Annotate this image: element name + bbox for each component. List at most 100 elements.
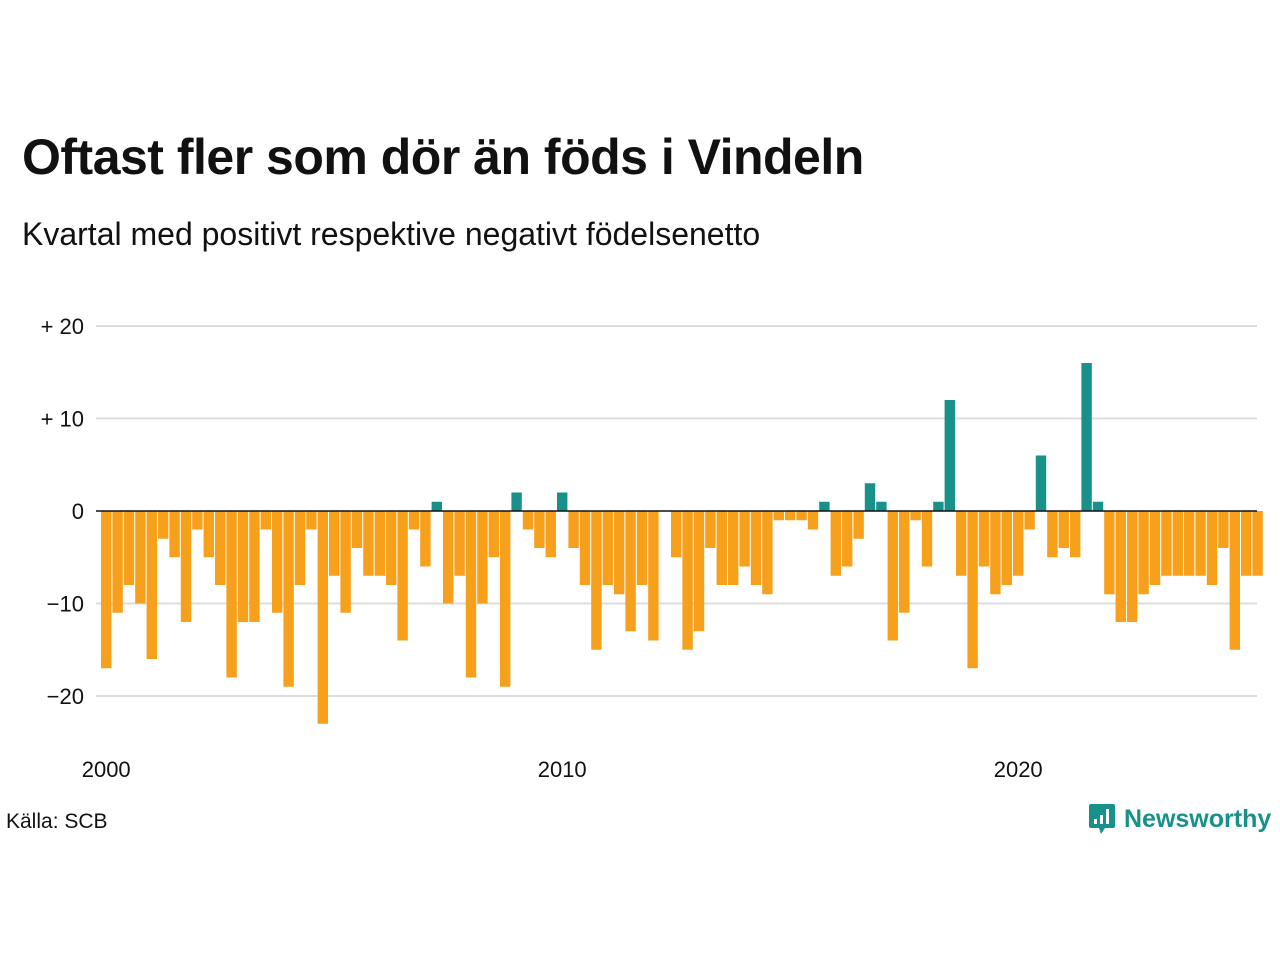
y-axis-ticks: + 20 + 10 0 −10 −20: [41, 314, 84, 709]
newsworthy-logo-icon: [1089, 804, 1115, 834]
bar-negative: [192, 511, 203, 530]
bar-negative: [625, 511, 636, 632]
source-note: Källa: SCB: [6, 810, 108, 833]
bar-negative: [408, 511, 420, 530]
bar-negative: [443, 511, 454, 604]
bar-negative: [180, 511, 192, 622]
bar-negative: [237, 511, 249, 622]
bar-negative: [488, 511, 499, 558]
bar-negative: [762, 511, 773, 595]
bar-positive: [819, 501, 830, 511]
bar-negative: [329, 511, 340, 576]
bar-negative: [465, 511, 477, 678]
bar-negative: [1172, 511, 1183, 576]
bar-negative: [522, 511, 534, 530]
bar-negative: [317, 511, 328, 724]
bar-negative: [842, 511, 853, 567]
bar-negative: [591, 511, 602, 650]
y-tick-label: −10: [47, 592, 84, 617]
bar-negative: [351, 511, 363, 548]
gridlines: [96, 325, 1257, 697]
bar-negative: [226, 511, 237, 678]
bar-negative: [853, 511, 864, 539]
bar-negative: [978, 511, 990, 567]
bar-negative: [910, 511, 921, 521]
bar-negative: [796, 511, 807, 521]
x-tick-label: 2000: [82, 757, 131, 782]
bar-negative: [830, 511, 841, 576]
bar-negative: [158, 511, 169, 539]
bar-negative: [602, 511, 613, 585]
bar-negative: [215, 511, 226, 585]
bar-negative: [1024, 511, 1035, 530]
bar-negative: [636, 511, 648, 585]
bar-negative: [716, 511, 727, 585]
x-axis-ticks: 2000 2010 2020: [82, 757, 1043, 782]
y-tick-label: −20: [47, 684, 84, 709]
bar-negative: [340, 511, 351, 613]
bar-negative: [306, 511, 317, 530]
bar-negative: [249, 511, 260, 622]
bar-positive: [557, 492, 568, 511]
bar-negative: [1206, 511, 1218, 585]
y-tick-label: + 20: [41, 314, 84, 339]
bar-negative: [169, 511, 180, 558]
bar-negative: [1070, 511, 1081, 558]
bar-negative: [1149, 511, 1161, 585]
brand-name: Newsworthy: [1124, 804, 1272, 833]
bar-negative: [807, 511, 819, 530]
bars: [101, 363, 1263, 724]
x-tick-label: 2010: [538, 757, 587, 782]
bar-positive: [876, 501, 887, 511]
bar-negative: [454, 511, 465, 576]
y-tick-label: 0: [72, 499, 84, 524]
bar-negative: [135, 511, 146, 604]
bar-positive: [864, 483, 876, 511]
bar-negative: [579, 511, 591, 585]
bar-positive: [944, 400, 955, 511]
bar-negative: [739, 511, 750, 567]
bar-negative: [386, 511, 397, 585]
bar-negative: [294, 511, 306, 585]
bar-negative: [1195, 511, 1206, 576]
bar-negative: [123, 511, 135, 585]
bar-negative: [1047, 511, 1058, 558]
bar-negative: [990, 511, 1001, 595]
bar-negative: [260, 511, 271, 530]
bar-negative: [500, 511, 511, 687]
bar-positive: [933, 501, 944, 511]
bar-negative: [1001, 511, 1012, 585]
bar-negative: [1115, 511, 1126, 622]
bar-negative: [1138, 511, 1149, 595]
bar-negative: [1058, 511, 1069, 548]
y-tick-label: + 10: [41, 407, 84, 432]
bar-negative: [648, 511, 659, 641]
bar-negative: [363, 511, 374, 576]
bar-positive: [1035, 455, 1047, 511]
bar-negative: [112, 511, 123, 613]
bar-negative: [374, 511, 385, 576]
bar-negative: [887, 511, 898, 641]
bar-negative: [728, 511, 739, 585]
bar-negative: [203, 511, 214, 558]
bar-negative: [956, 511, 967, 576]
bar-negative: [750, 511, 762, 585]
bar-negative: [1252, 511, 1263, 576]
bar-negative: [967, 511, 978, 669]
chart-title: Oftast fler som dör än föds i Vindeln: [22, 129, 864, 185]
bar-negative: [614, 511, 625, 595]
bar-negative: [1127, 511, 1138, 622]
bar-positive: [431, 501, 442, 511]
bar-positive: [511, 492, 522, 511]
bar-negative: [693, 511, 705, 632]
bar-negative: [1241, 511, 1252, 576]
bar-negative: [1184, 511, 1195, 576]
bar-negative: [101, 511, 112, 669]
bar-negative: [272, 511, 283, 613]
bar-negative: [420, 511, 431, 567]
bar-negative: [397, 511, 408, 641]
bar-negative: [785, 511, 796, 521]
bar-negative: [921, 511, 933, 567]
bar-positive: [1092, 501, 1104, 511]
